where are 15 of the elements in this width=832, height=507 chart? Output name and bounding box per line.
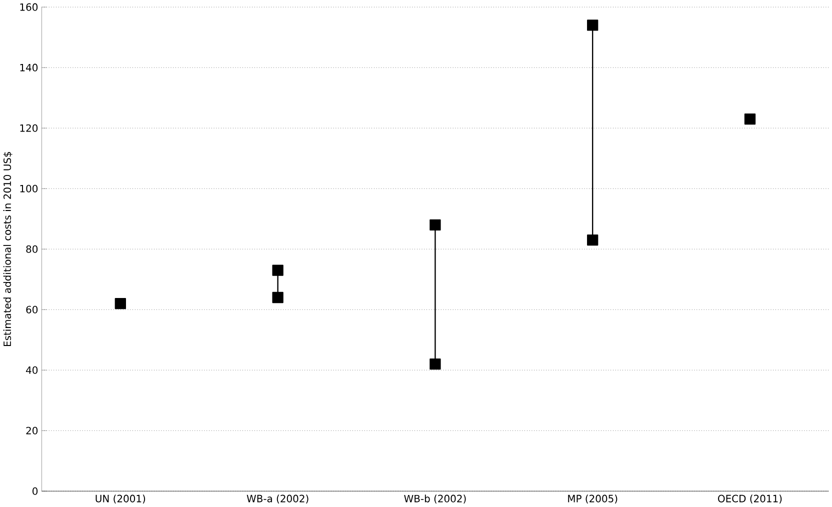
y-tick-label: 100 — [20, 184, 38, 192]
x-tick-label: OECD (2011) — [718, 494, 782, 504]
x-tick-label: WB-a (2002) — [246, 494, 308, 504]
y-tick-label: 20 — [26, 426, 38, 434]
y-tick-label: 0 — [32, 487, 38, 495]
y-tick-label: 40 — [26, 366, 38, 374]
y-axis-title: Estimated additional costs in 2010 US$ — [3, 152, 12, 346]
x-tick-label: MP (2005) — [568, 494, 618, 504]
y-tick-label: 140 — [20, 64, 38, 72]
y-tick-label: 160 — [20, 3, 38, 11]
y-tick-label: 120 — [20, 124, 38, 132]
y-tick-label: 60 — [26, 306, 38, 314]
y-tick-label: 80 — [26, 245, 38, 253]
x-tick-label: UN (2001) — [96, 494, 146, 504]
x-tick-label: WB-b (2002) — [404, 494, 466, 504]
